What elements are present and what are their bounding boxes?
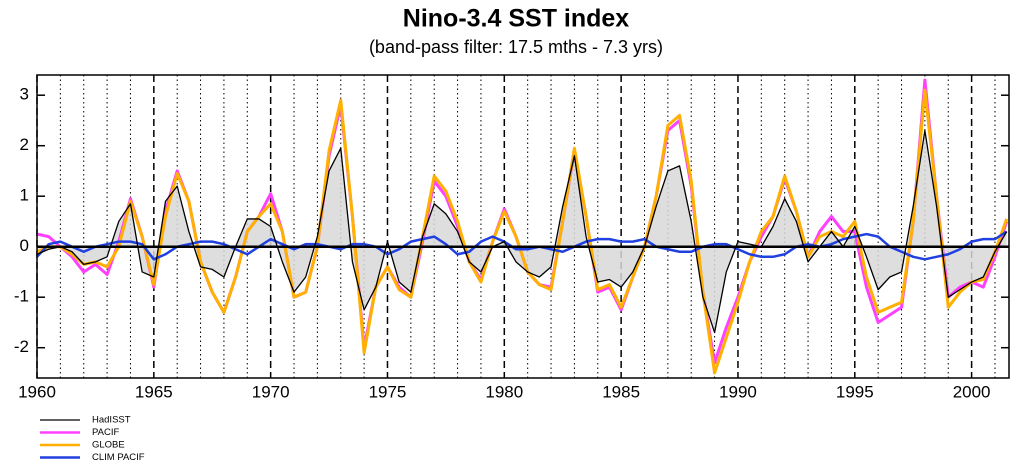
series-line	[37, 88, 1009, 375]
x-tick-label: 1990	[719, 382, 757, 401]
legend-label: CLIM PACIF	[92, 452, 145, 463]
chart-subtitle: (band-pass filter: 17.5 mths - 7.3 yrs)	[369, 37, 663, 57]
chart-title: Nino-3.4 SST index	[403, 5, 630, 33]
legend-label: HadISST	[92, 415, 131, 426]
x-tick-label: 2000	[953, 382, 991, 401]
x-tick-label: 1980	[485, 382, 523, 401]
legend-label: GLOBE	[92, 440, 125, 451]
x-tick-label: 1985	[602, 382, 640, 401]
x-tick-label: 1970	[252, 382, 290, 401]
series-line	[37, 129, 1008, 334]
plot-frame	[36, 74, 1010, 379]
series-line	[37, 230, 1008, 261]
x-tick-label: 1995	[836, 382, 874, 401]
legend-label: PACIF	[92, 427, 119, 438]
y-tick-label: 1	[20, 186, 29, 205]
y-tick-label: 3	[20, 85, 29, 104]
y-tick-label: -1	[14, 287, 29, 306]
y-tick-label: 2	[20, 135, 29, 154]
y-tick-label: -2	[14, 337, 29, 356]
x-tick-label: 1960	[18, 382, 56, 401]
series-area	[37, 130, 1007, 333]
x-tick-label: 1975	[369, 382, 407, 401]
x-tick-label: 1965	[135, 382, 173, 401]
y-tick-label: 0	[20, 236, 29, 255]
